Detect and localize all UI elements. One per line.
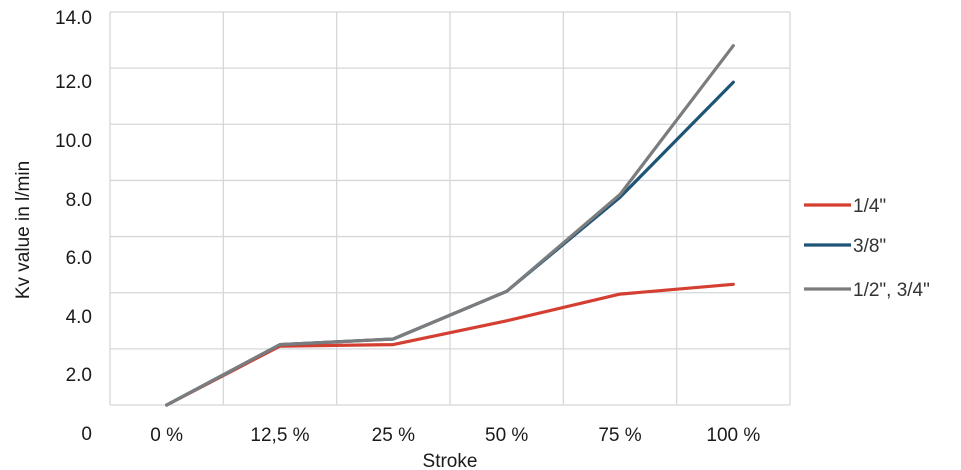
y-tick-label: 2.0 xyxy=(66,365,92,386)
legend-label: 1/4" xyxy=(853,196,886,217)
legend-label: 3/8" xyxy=(853,236,886,257)
x-axis-title: Stroke xyxy=(423,451,478,470)
x-tick-label: 50 % xyxy=(485,425,528,446)
y-tick-label: 14.0 xyxy=(55,8,92,29)
legend: 1/4" 3/8" 1/2", 3/4" xyxy=(804,196,930,301)
grid-lines xyxy=(110,12,790,405)
y-tick-label: 8.0 xyxy=(66,190,92,211)
y-axis-title: Kv value in l/min xyxy=(13,161,34,299)
x-axis-ticks: 0 % 12,5 % 25 % 50 % 75 % 100 % xyxy=(150,425,760,446)
x-tick-label: 25 % xyxy=(372,425,415,446)
y-tick-label: 6.0 xyxy=(66,248,92,269)
y-tick-label: 12.0 xyxy=(55,72,92,93)
x-tick-label: 0 % xyxy=(150,425,183,446)
y-axis-ticks: 0 2.0 4.0 6.0 8.0 10.0 12.0 14.0 xyxy=(55,8,92,445)
y-tick-label: 4.0 xyxy=(66,307,92,328)
x-tick-label: 12,5 % xyxy=(250,425,309,446)
x-tick-label: 75 % xyxy=(598,425,641,446)
y-tick-label: 0 xyxy=(81,424,92,445)
y-tick-label: 10.0 xyxy=(55,131,92,152)
legend-label: 1/2", 3/4" xyxy=(853,280,930,301)
x-tick-label: 100 % xyxy=(706,425,760,446)
